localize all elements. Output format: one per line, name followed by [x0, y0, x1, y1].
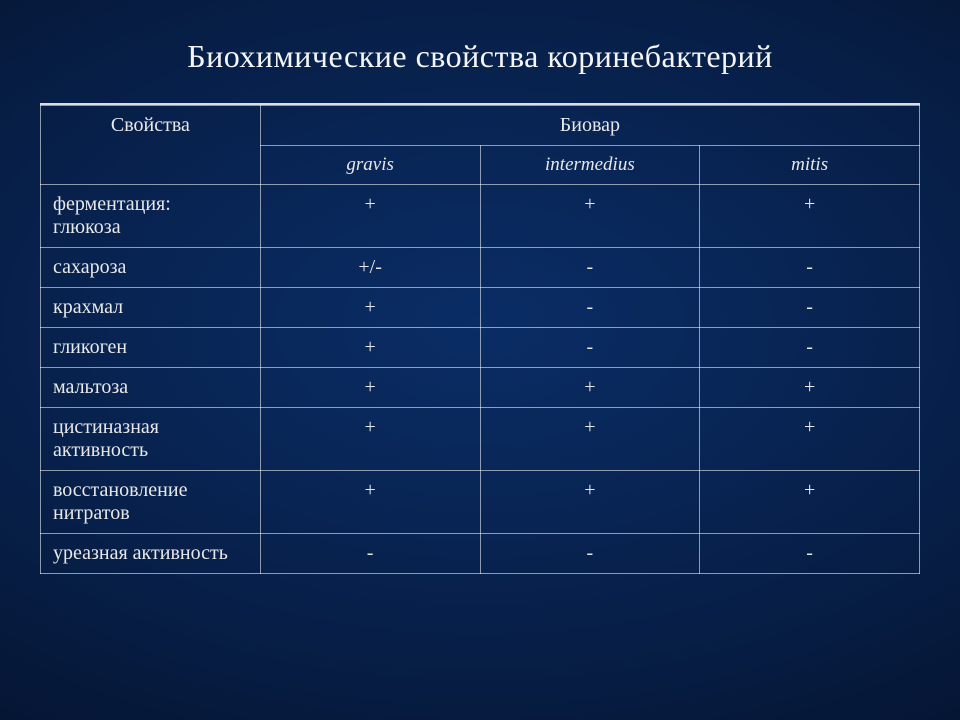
table-row: цистиназная активность+++	[41, 408, 920, 471]
row-value: -	[700, 248, 920, 288]
table-row: сахароза+/---	[41, 248, 920, 288]
header-biovar: Биовар	[260, 106, 919, 146]
row-value: +	[260, 368, 480, 408]
row-label: цистиназная активность	[41, 408, 261, 471]
table-head: Свойства Биовар gravis intermedius mitis	[41, 106, 920, 185]
row-value: -	[700, 534, 920, 574]
header-intermedius: intermedius	[480, 146, 700, 185]
row-label: крахмал	[41, 288, 261, 328]
row-value: +	[480, 408, 700, 471]
header-row-1: Свойства Биовар	[41, 106, 920, 146]
row-value: -	[700, 328, 920, 368]
table-row: уреазная активность---	[41, 534, 920, 574]
row-value: +	[260, 328, 480, 368]
row-value: +	[260, 408, 480, 471]
table-wrapper: Свойства Биовар gravis intermedius mitis…	[40, 103, 920, 574]
row-label: гликоген	[41, 328, 261, 368]
slide: Биохимические свойства коринебактерий Св…	[0, 0, 960, 720]
row-value: -	[480, 288, 700, 328]
row-value: +	[480, 185, 700, 248]
row-value: +	[700, 185, 920, 248]
table-row: гликоген+--	[41, 328, 920, 368]
table-row: крахмал+--	[41, 288, 920, 328]
row-value: +	[700, 368, 920, 408]
row-value: +	[700, 471, 920, 534]
row-label: ферментация: глюкоза	[41, 185, 261, 248]
row-value: +	[260, 471, 480, 534]
row-value: -	[480, 328, 700, 368]
slide-title: Биохимические свойства коринебактерий	[40, 38, 920, 75]
table-row: мальтоза+++	[41, 368, 920, 408]
table-row: восстановление нитратов+++	[41, 471, 920, 534]
row-label: уреазная активность	[41, 534, 261, 574]
row-value: +/-	[260, 248, 480, 288]
row-value: +	[480, 368, 700, 408]
header-mitis: mitis	[700, 146, 920, 185]
row-value: +	[260, 288, 480, 328]
row-label: мальтоза	[41, 368, 261, 408]
row-value: +	[480, 471, 700, 534]
row-label: восстановление нитратов	[41, 471, 261, 534]
properties-table: Свойства Биовар gravis intermedius mitis…	[40, 105, 920, 574]
table-row: ферментация: глюкоза+++	[41, 185, 920, 248]
row-value: +	[700, 408, 920, 471]
row-value: -	[480, 534, 700, 574]
header-gravis: gravis	[260, 146, 480, 185]
table-body: ферментация: глюкоза+++сахароза+/---крах…	[41, 185, 920, 574]
row-value: -	[480, 248, 700, 288]
row-value: -	[700, 288, 920, 328]
header-properties: Свойства	[41, 106, 261, 185]
row-value: -	[260, 534, 480, 574]
row-label: сахароза	[41, 248, 261, 288]
row-value: +	[260, 185, 480, 248]
